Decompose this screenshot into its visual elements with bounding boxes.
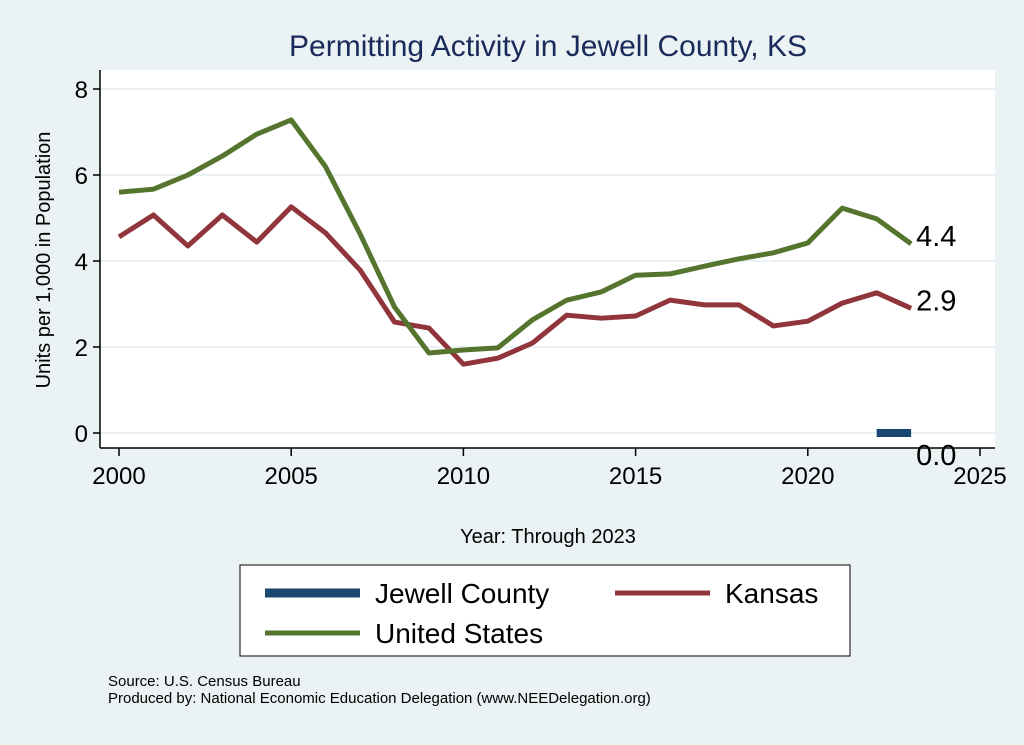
y-axis-label: Units per 1,000 in Population [33, 132, 55, 389]
end-label-kansas: 2.9 [916, 285, 956, 317]
series-line-united-states [118, 117, 913, 356]
y-tick-label: 6 [75, 163, 88, 190]
x-axis-label: Year: Through 2023 [460, 526, 636, 548]
end-label-united-states: 4.4 [916, 221, 956, 253]
plot-area [100, 70, 995, 448]
legend-label: Kansas [725, 578, 818, 609]
x-tick-label: 2010 [437, 463, 490, 490]
x-tick-label: 2020 [781, 463, 834, 490]
source-note: Source: U.S. Census Bureau [108, 673, 301, 690]
x-tick-label: 2000 [92, 463, 145, 490]
chart-title: Permitting Activity in Jewell County, KS [289, 30, 807, 63]
y-tick-label: 2 [75, 335, 88, 362]
x-tick-label: 2005 [265, 463, 318, 490]
y-tick-label: 0 [75, 421, 88, 448]
y-tick-label: 4 [75, 249, 88, 276]
y-tick-label: 8 [75, 77, 88, 104]
legend-label: United States [375, 618, 543, 649]
produced-by-note: Produced by: National Economic Education… [108, 690, 651, 707]
legend-label: Jewell County [375, 578, 549, 609]
x-tick-label: 2015 [609, 463, 662, 490]
end-label-jewell-county: 0.0 [916, 440, 956, 472]
legend [239, 564, 851, 657]
series-line-kansas [117, 204, 913, 367]
x-tick-label: 2025 [953, 463, 1006, 490]
